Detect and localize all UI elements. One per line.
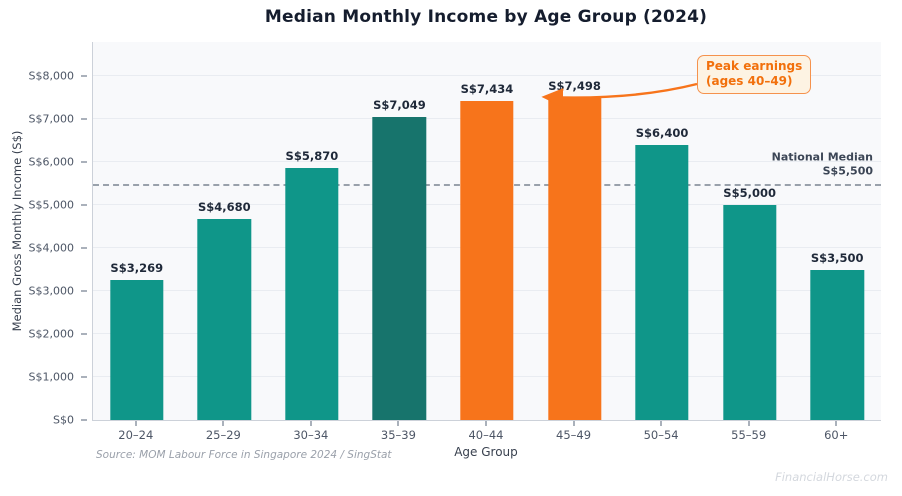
y-tick-label: S$2,000 (28, 327, 74, 341)
x-tick-label: 40–44 (468, 428, 504, 442)
bar (372, 117, 427, 420)
y-tick-mark (81, 333, 87, 336)
bar-value-label: S$3,269 (110, 260, 164, 275)
bar-value-label: S$7,434 (460, 81, 514, 96)
bar-value-label: S$4,680 (197, 199, 251, 214)
y-tick-label: S$5,000 (28, 198, 74, 212)
x-tick-label: 25–29 (205, 428, 241, 442)
y-tick-label: S$1,000 (28, 370, 74, 384)
annotation-line2: (ages 40–49) (706, 74, 793, 88)
peak-earnings-annotation: Peak earnings (ages 40–49) (697, 55, 812, 94)
y-tick-mark (81, 247, 87, 250)
bar (197, 218, 252, 420)
x-tick-label: 30–34 (293, 428, 329, 442)
bar-slot: S$6,400 (618, 42, 706, 420)
chart-title: Median Monthly Income by Age Group (2024… (264, 7, 708, 27)
bar (110, 279, 164, 420)
y-tick-label: S$6,000 (28, 155, 74, 169)
bar (460, 100, 514, 420)
source-note: Source: MOM Labour Force in Singapore 20… (96, 449, 392, 461)
x-tick-mark (309, 421, 312, 426)
bar (810, 269, 864, 420)
y-tick-label: S$4,000 (28, 241, 74, 255)
x-tick-label: 45–49 (556, 428, 592, 442)
x-axis: 20–24 25–29 30–34 35–39 40–44 45–49 50–54 55–59… (92, 421, 880, 447)
bar (285, 167, 339, 420)
x-tick-mark (835, 421, 838, 426)
gridline (93, 75, 881, 77)
bar (547, 97, 602, 420)
bar-slot: S$5,870 (268, 42, 356, 420)
y-tick-label: S$0 (53, 413, 74, 427)
y-tick-mark (81, 161, 87, 164)
bar (635, 145, 689, 420)
bar-slot: S$3,269 (93, 42, 181, 420)
x-tick-mark (660, 421, 663, 426)
x-tick-label: 20–24 (118, 428, 154, 442)
y-tick-label: S$3,000 (28, 284, 74, 298)
bar-slot: S$4,680 (181, 42, 269, 420)
bar-value-label: S$6,400 (635, 126, 689, 141)
x-tick-mark (747, 421, 750, 426)
bar-value-label: S$7,498 (548, 78, 601, 93)
bar-value-label: S$5,870 (285, 148, 339, 163)
bar-value-label: S$5,000 (723, 186, 776, 201)
bar-slot: S$7,049 (356, 42, 444, 420)
plot-area: National Median S$5,500 Peak earnings (a… (92, 42, 881, 421)
national-median-label-line1: National Median (771, 150, 873, 164)
y-tick-mark (81, 118, 87, 121)
y-tick-mark (81, 290, 87, 293)
x-tick-label: 35–39 (380, 428, 416, 442)
bar (722, 205, 777, 420)
x-tick-mark (134, 421, 137, 426)
bar-slot: S$5,000 (706, 42, 794, 420)
x-tick-mark (485, 421, 487, 426)
annotation-line1: Peak earnings (706, 59, 803, 73)
national-median-label: National Median S$5,500 (772, 150, 873, 183)
y-tick-mark (81, 376, 87, 379)
x-tick-label: 50–54 (643, 428, 679, 442)
national-median-label-line2: S$5,500 (822, 164, 873, 178)
y-tick-mark (81, 204, 87, 207)
x-tick-label: 55–59 (731, 428, 767, 442)
bar-slot: S$7,434 (443, 42, 531, 420)
bar-slot: S$7,498 (531, 42, 619, 420)
x-axis-title: Age Group (454, 445, 518, 459)
y-tick-label: S$7,000 (28, 112, 74, 126)
x-tick-mark (572, 421, 575, 426)
y-axis: S$0 S$1,000 S$2,000 S$3,000 S$4,000 S$5,000 S$… (0, 42, 87, 427)
y-tick-mark (81, 75, 87, 78)
bar-value-label: S$7,049 (373, 98, 426, 113)
x-tick-mark (222, 421, 225, 426)
bar-slot: S$3,500 (793, 42, 881, 420)
x-tick-label: 60+ (824, 428, 849, 442)
y-tick-label: S$8,000 (28, 69, 74, 83)
watermark: FinancialHorse.com (775, 470, 888, 484)
x-tick-mark (397, 421, 400, 426)
bar-value-label: S$3,500 (810, 250, 864, 265)
y-tick-mark (81, 419, 87, 421)
